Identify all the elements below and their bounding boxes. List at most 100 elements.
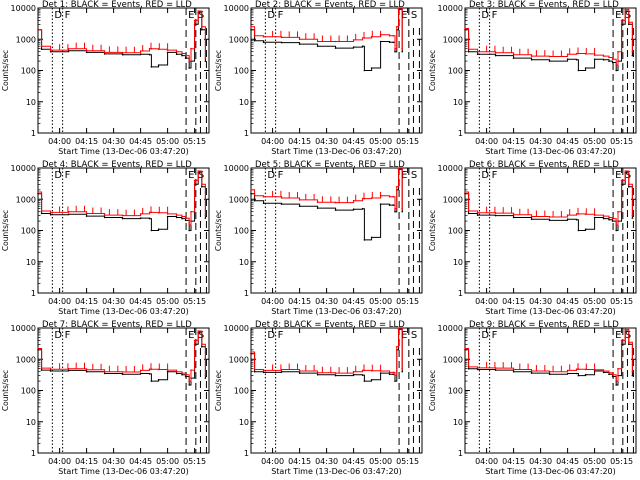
x-axis: 04:00 04:15 04:30 04:45 05:00 05:15: [48, 168, 206, 306]
data-point-lld: [188, 224, 190, 226]
data-point-events: [370, 236, 373, 239]
data-point-events: [175, 372, 178, 375]
y-tick-label: 10000: [224, 164, 249, 173]
data-point-lld: [121, 214, 124, 217]
data-point-lld: [392, 34, 395, 37]
data-point-events: [611, 375, 614, 378]
data-point-lld: [476, 50, 479, 53]
data-point-lld: [624, 328, 626, 331]
data-point-lld: [352, 370, 355, 373]
data-point-lld: [190, 369, 192, 371]
x-tick-label: 04:45: [556, 457, 579, 466]
data-point-lld: [361, 197, 364, 200]
region-label-f: F: [492, 10, 498, 21]
x-tick-label: 04:00: [48, 457, 71, 466]
data-point-events: [388, 204, 391, 206]
data-point-events: [139, 372, 142, 375]
data-point-events: [394, 50, 396, 53]
data-point-events: [464, 349, 466, 351]
data-point-lld: [316, 371, 319, 374]
data-point-lld: [175, 50, 178, 53]
data-point-events: [388, 41, 391, 44]
data-point-events: [611, 61, 614, 64]
data-point-lld: [352, 199, 355, 202]
data-point-lld: [201, 343, 203, 346]
x-tick-label: 04:45: [342, 297, 365, 306]
data-point-events: [615, 69, 617, 72]
x-tick-label: 04:45: [129, 297, 152, 306]
y-axis-label: Counts/sec: [428, 210, 437, 251]
x-axis-label: Start Time (13-Dec-06 03:47:20): [58, 147, 189, 156]
y-axis: 1 10 100 1000 10000: [438, 324, 636, 458]
region-label-s: S: [198, 330, 204, 341]
data-point-lld: [628, 21, 630, 24]
plot-frame: [464, 327, 637, 454]
data-point-events: [548, 60, 551, 62]
region-label-s: S: [625, 10, 631, 21]
x-tick-label: 05:15: [183, 297, 206, 306]
data-point-lld: [188, 380, 190, 382]
data-point-lld: [204, 214, 207, 217]
data-point-events: [494, 54, 497, 57]
data-point-events: [121, 373, 124, 376]
data-point-events: [608, 60, 610, 62]
y-axis-label: Counts/sec: [1, 370, 10, 411]
y-tick-label: 1: [31, 289, 36, 298]
y-tick-label: 100: [448, 227, 463, 236]
data-point-lld: [40, 210, 43, 212]
data-point-events: [575, 219, 578, 221]
x-tick-label: 04:15: [75, 137, 98, 146]
data-point-lld: [316, 201, 319, 204]
data-point-lld: [85, 49, 88, 52]
panel-title: Det 7: BLACK = Events, RED = LLD: [42, 320, 192, 330]
data-point-events: [250, 29, 252, 31]
data-point-lld: [250, 26, 252, 28]
data-point-lld: [512, 53, 515, 56]
data-point-events: [253, 370, 256, 373]
data-point-events: [85, 370, 88, 373]
data-point-events: [464, 29, 466, 31]
data-point-lld: [40, 367, 43, 369]
data-point-lld: [512, 213, 515, 216]
region-label-s: S: [625, 170, 631, 181]
y-tick-label: 10000: [11, 4, 36, 13]
data-point-lld: [280, 197, 283, 199]
data-point-events: [370, 67, 373, 69]
x-tick-label: 05:00: [156, 457, 179, 466]
region-label-f: F: [278, 10, 284, 21]
data-point-events: [316, 45, 319, 47]
data-point-lld: [85, 369, 88, 371]
data-point-lld: [575, 52, 578, 55]
data-point-events: [530, 59, 533, 61]
x-axis: 04:00 04:15 04:30 04:45 05:00 05:15: [475, 8, 633, 146]
x-tick-label: 04:45: [342, 457, 365, 466]
data-point-events: [175, 216, 178, 219]
data-point-lld: [250, 351, 252, 353]
y-axis: 1 10 100 1000 10000: [438, 164, 636, 298]
plot-frame: [37, 7, 210, 134]
data-point-events: [253, 199, 256, 202]
x-axis-label: Start Time (13-Dec-06 03:47:20): [58, 307, 189, 316]
x-tick-label: 04:30: [102, 137, 125, 146]
x-tick-label: 04:45: [129, 457, 152, 466]
plot-frame: [464, 7, 637, 134]
data-point-lld: [396, 186, 398, 188]
region-label-f: F: [65, 10, 71, 21]
data-point-events: [628, 23, 630, 26]
data-point-lld: [575, 213, 578, 215]
data-point-lld: [602, 55, 605, 57]
y-tick-label: 1: [458, 289, 463, 298]
data-point-events: [379, 40, 382, 43]
x-axis: 04:00 04:15 04:30 04:45 05:00 05:15: [475, 328, 633, 466]
data-point-events: [262, 41, 265, 44]
data-point-events: [157, 379, 160, 381]
y-tick-label: 1000: [229, 35, 249, 44]
data-point-events: [253, 39, 256, 42]
plot-frame: [37, 167, 210, 294]
data-point-lld: [49, 49, 52, 51]
plot-frame: [464, 167, 637, 294]
data-point-events: [611, 220, 614, 222]
data-point-lld: [394, 374, 396, 377]
